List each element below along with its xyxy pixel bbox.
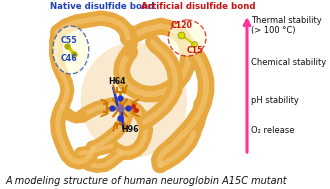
Ellipse shape xyxy=(81,43,187,157)
Text: Chemical stability: Chemical stability xyxy=(251,58,326,67)
Text: Artificial disulfide bond: Artificial disulfide bond xyxy=(141,2,256,11)
Text: H96: H96 xyxy=(121,125,139,134)
Text: C46: C46 xyxy=(61,54,78,63)
Text: C15: C15 xyxy=(187,46,204,55)
Text: A modeling structure of human neuroglobin A15C mutant: A modeling structure of human neuroglobi… xyxy=(5,176,287,186)
Text: pH stability: pH stability xyxy=(251,96,299,105)
Text: H64: H64 xyxy=(109,77,126,86)
Text: Native disulfide bond: Native disulfide bond xyxy=(50,2,154,11)
Text: C55: C55 xyxy=(61,36,78,45)
Ellipse shape xyxy=(168,20,206,56)
Ellipse shape xyxy=(53,26,89,74)
Text: O₂ release: O₂ release xyxy=(251,126,295,135)
Text: C120: C120 xyxy=(171,21,192,30)
Text: Thermal stability
(> 100 °C): Thermal stability (> 100 °C) xyxy=(251,16,322,35)
